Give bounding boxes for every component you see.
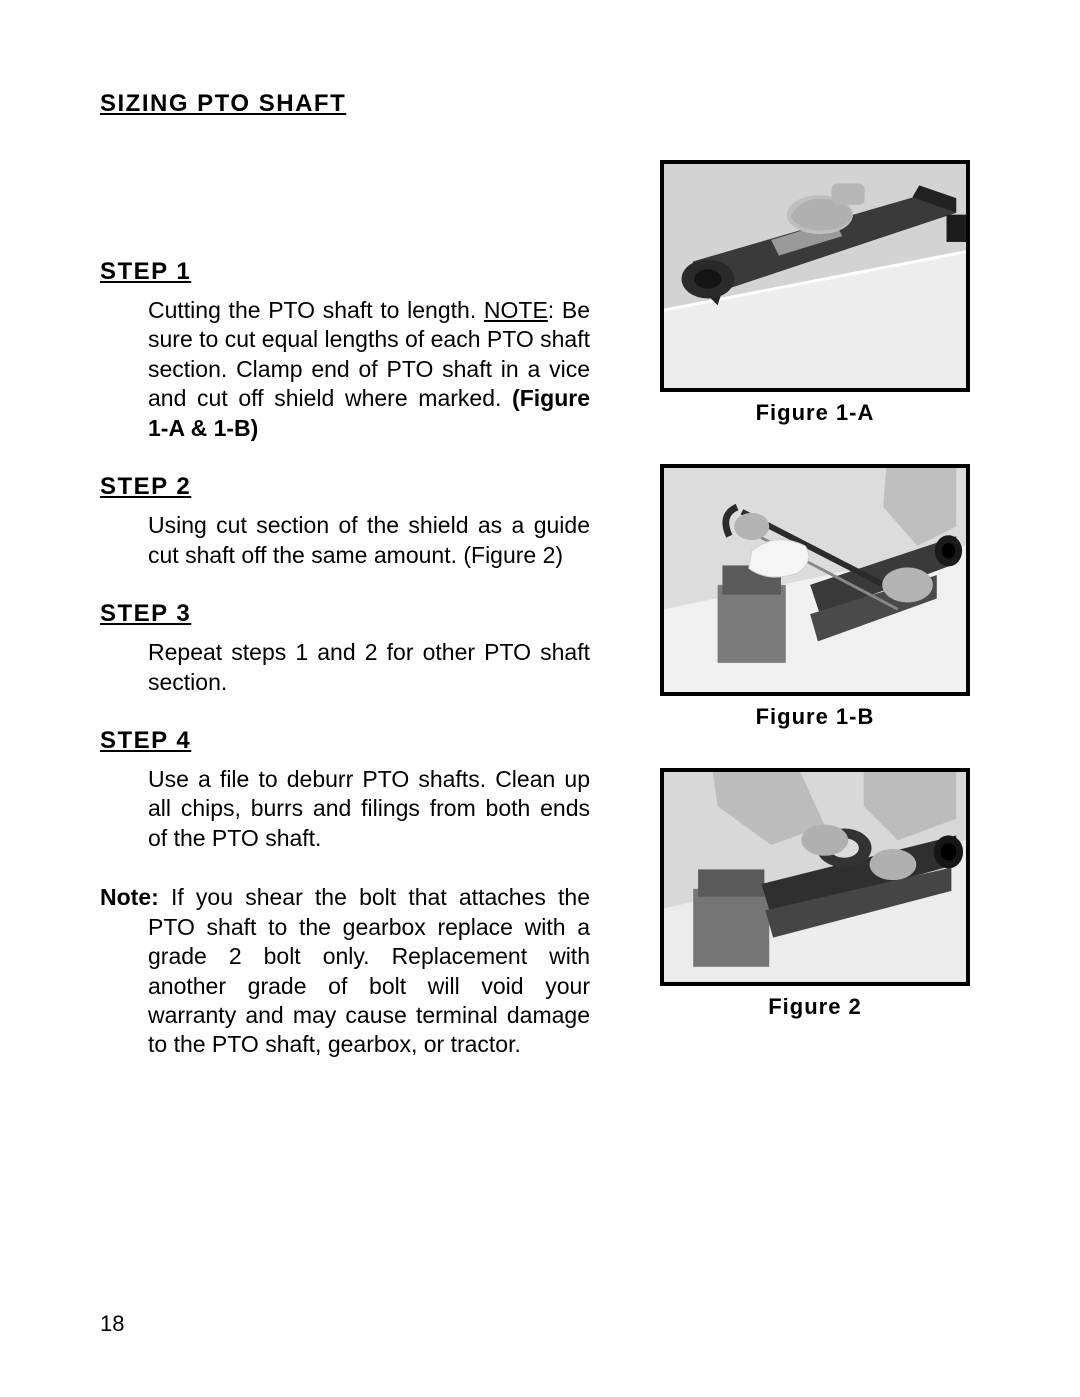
note-block: Note: If you shear the bolt that attache…	[100, 883, 590, 1060]
note-body: If you shear the bolt that attaches the …	[148, 884, 590, 1057]
figure-1b: Figure 1-B	[650, 464, 980, 730]
step-body: Cutting the PTO shaft to length. NOTE: B…	[100, 296, 590, 443]
step-body: Repeat steps 1 and 2 for other PTO shaft…	[100, 638, 590, 697]
step-heading: STEP 4	[100, 727, 590, 755]
step-4: STEP 4 Use a file to deburr PTO shafts. …	[100, 727, 590, 853]
figure-caption: Figure 2	[650, 994, 980, 1020]
step-heading: STEP 1	[100, 258, 590, 286]
step-body: Use a file to deburr PTO shafts. Clean u…	[100, 765, 590, 853]
note-label: Note:	[100, 884, 159, 910]
figure-2-image	[664, 772, 966, 981]
section-title: SIZING PTO SHAFT	[100, 90, 590, 118]
text-run: Cutting the PTO shaft to length.	[148, 297, 484, 323]
step-2: STEP 2 Using cut section of the shield a…	[100, 473, 590, 570]
figure-1a-image	[664, 164, 966, 388]
figure-frame	[660, 160, 970, 392]
figure-1b-image	[664, 468, 966, 692]
step-heading: STEP 3	[100, 600, 590, 628]
note-word: NOTE	[484, 297, 548, 323]
figures-column: Figure 1-A	[650, 90, 980, 1060]
figure-frame	[660, 768, 970, 985]
manual-page: SIZING PTO SHAFT STEP 1 Cutting the PTO …	[0, 0, 1080, 1397]
page-number: 18	[100, 1311, 124, 1337]
figure-caption: Figure 1-B	[650, 704, 980, 730]
figure-2: Figure 2	[650, 768, 980, 1019]
figure-frame	[660, 464, 970, 696]
two-column-layout: SIZING PTO SHAFT STEP 1 Cutting the PTO …	[100, 90, 980, 1060]
step-body: Using cut section of the shield as a gui…	[100, 511, 590, 570]
figure-1a: Figure 1-A	[650, 160, 980, 426]
step-heading: STEP 2	[100, 473, 590, 501]
step-1: STEP 1 Cutting the PTO shaft to length. …	[100, 258, 590, 443]
step-3: STEP 3 Repeat steps 1 and 2 for other PT…	[100, 600, 590, 697]
text-column: SIZING PTO SHAFT STEP 1 Cutting the PTO …	[100, 90, 590, 1060]
figure-caption: Figure 1-A	[650, 400, 980, 426]
